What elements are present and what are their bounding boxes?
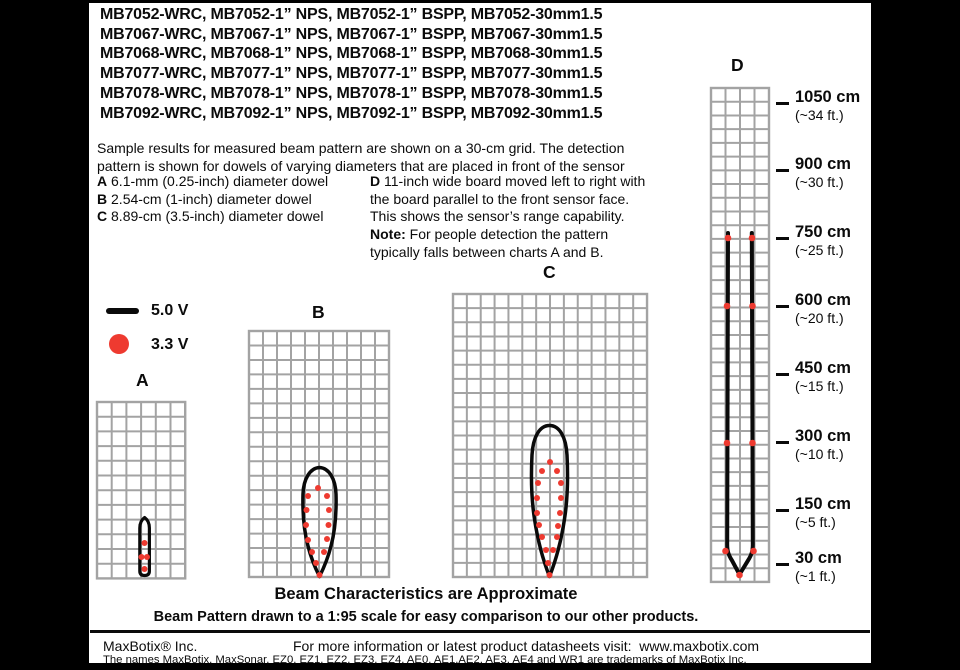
legend-label-33v: 3.3 V: [151, 336, 189, 353]
desc-text-c: 8.89-cm (3.5-inch) diameter dowel: [111, 208, 324, 225]
desc-item-b: B 2.54-cm (1-inch) diameter dowel: [97, 191, 347, 209]
chart-label-a: A: [136, 370, 149, 390]
range-ft-value: (~1 ft.): [795, 568, 836, 584]
note-text: For people detection the pattern typical…: [370, 226, 609, 260]
range-ft-value: (~10 ft.): [795, 446, 844, 462]
right-black-bar: [871, 0, 960, 670]
range-tick-dash: [776, 373, 789, 376]
desc-item-d: D 11-inch wide board moved left to right…: [370, 173, 670, 226]
range-cm-value: 900 cm: [795, 155, 851, 173]
range-label: 750 cm (~25 ft.): [795, 223, 885, 259]
legend-label-5v: 5.0 V: [151, 302, 189, 319]
range-ft-value: (~25 ft.): [795, 242, 844, 258]
range-tick-dash: [776, 237, 789, 240]
range-ft-value: (~20 ft.): [795, 310, 844, 326]
chart-label-c: C: [543, 262, 556, 282]
product-line: MB7052-WRC, MB7052-1” NPS, MB7052-1” BSP…: [100, 6, 603, 23]
desc-key-c: C: [97, 208, 108, 225]
range-cm-value: 30 cm: [795, 549, 842, 567]
range-label: 300 cm (~10 ft.): [795, 427, 885, 463]
range-ft-value: (~30 ft.): [795, 174, 844, 190]
desc-note: Note: For people detection the pattern t…: [370, 226, 670, 261]
desc-key-d: D: [370, 173, 381, 189]
range-label: 900 cm (~30 ft.): [795, 155, 885, 191]
product-line: MB7077-WRC, MB7077-1” NPS, MB7077-1” BSP…: [100, 65, 603, 83]
dowel-descriptions: A 6.1-mm (0.25-inch) diameter dowel B 2.…: [97, 173, 347, 226]
intro-paragraph: Sample results for measured beam pattern…: [97, 140, 625, 174]
desc-key-b: B: [97, 190, 108, 207]
product-line: MB7078-WRC, MB7078-1” NPS, MB7078-1” BSP…: [100, 84, 603, 102]
desc-item-c: C 8.89-cm (3.5-inch) diameter dowel: [97, 208, 347, 226]
scale-note: Beam Pattern drawn to a 1:95 scale for e…: [153, 609, 699, 625]
range-cm-value: 450 cm: [795, 359, 851, 377]
left-black-bar: [0, 0, 89, 670]
range-label: 1050 cm (~34 ft.): [795, 88, 885, 124]
desc-text-d: 11-inch wide board moved left to right w…: [370, 173, 646, 225]
range-tick-dash: [776, 563, 789, 566]
note-label: Note:: [370, 226, 406, 243]
range-tick-dash: [776, 441, 789, 444]
desc-text-b: 2.54-cm (1-inch) diameter dowel: [111, 190, 312, 207]
footer-company: MaxBotix® Inc.: [103, 638, 198, 654]
range-tick-dash: [776, 509, 789, 512]
range-tick-dash: [776, 305, 789, 308]
chart-label-d: D: [731, 55, 744, 75]
top-black-bar: [0, 0, 960, 3]
footer-trademarks: The names MaxBotix, MaxSonar, EZ0, EZ1, …: [103, 654, 747, 666]
product-line: MB7068-WRC, MB7068-1” NPS, MB7068-1” BSP…: [100, 45, 603, 63]
legend-line-swatch: [106, 308, 139, 314]
range-ft-value: (~5 ft.): [795, 514, 836, 530]
footer-visit-text: For more information or latest product d…: [293, 638, 760, 654]
approximate-title: Beam Characteristics are Approximate: [274, 585, 578, 603]
range-cm-value: 150 cm: [795, 495, 851, 513]
range-cm-value: 600 cm: [795, 291, 851, 309]
range-cm-value: 1050 cm: [795, 88, 861, 106]
range-cm-value: 750 cm: [795, 223, 851, 241]
product-line: MB7067-WRC, MB7067-1” NPS, MB7067-1” BSP…: [100, 25, 603, 43]
range-ft-value: (~15 ft.): [795, 378, 844, 394]
range-cm-value: 300 cm: [795, 427, 851, 445]
product-title-block: MB7052-WRC, MB7052-1” NPS, MB7052-1” BSP…: [100, 5, 700, 123]
range-tick-dash: [776, 102, 789, 105]
range-tick-dash: [776, 169, 789, 172]
desc-text-a: 6.1-mm (0.25-inch) diameter dowel: [111, 173, 329, 189]
desc-item-a: A 6.1-mm (0.25-inch) diameter dowel: [97, 173, 347, 191]
legend-dot-swatch: [109, 334, 129, 354]
board-description: D 11-inch wide board moved left to right…: [370, 173, 670, 262]
range-label: 30 cm (~1 ft.): [795, 549, 885, 585]
bottom-black-bar: [0, 663, 960, 670]
range-label: 150 cm (~5 ft.): [795, 495, 885, 531]
range-label: 450 cm (~15 ft.): [795, 359, 885, 395]
product-line: MB7092-WRC, MB7092-1” NPS, MB7092-1” BSP…: [100, 104, 603, 122]
range-ft-value: (~34 ft.): [795, 107, 844, 123]
range-label: 600 cm (~20 ft.): [795, 291, 885, 327]
footer-divider: [90, 630, 870, 633]
desc-key-a: A: [97, 173, 108, 189]
chart-label-b: B: [312, 302, 325, 322]
